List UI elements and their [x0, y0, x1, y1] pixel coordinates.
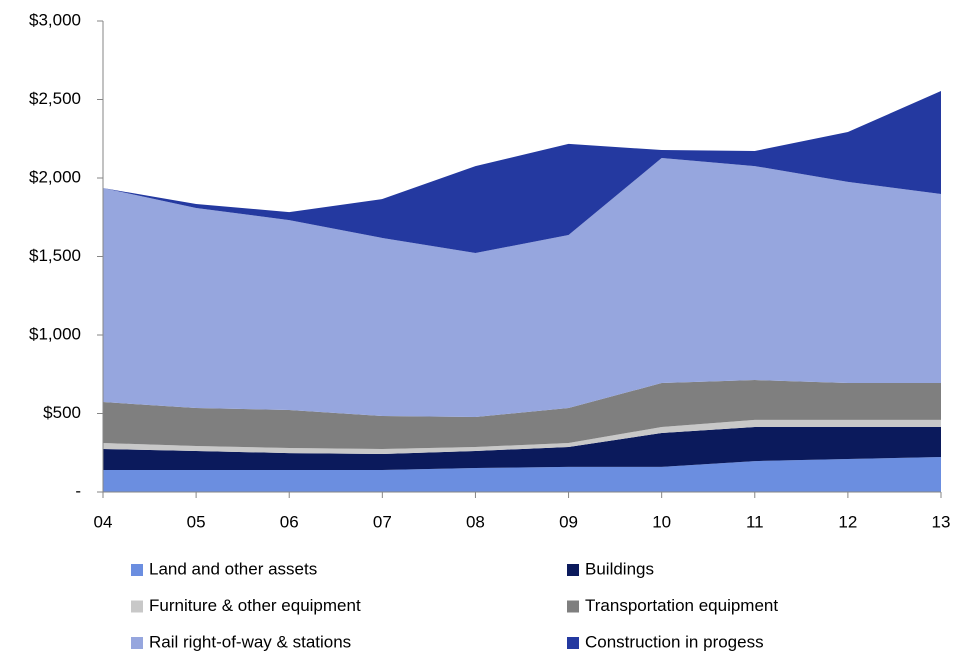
area	[103, 380, 941, 449]
legend-swatch	[131, 600, 143, 613]
y-tick-label: $1,000	[29, 324, 81, 343]
y-tick-label: $500	[43, 403, 81, 422]
x-tick-label: 13	[932, 512, 951, 531]
legend-swatch	[567, 637, 579, 649]
y-tick-label: $2,500	[29, 89, 81, 108]
legend-swatch	[567, 600, 579, 613]
legend-swatch	[131, 637, 143, 649]
area	[103, 456, 941, 492]
x-tick-label: 09	[559, 512, 578, 531]
x-tick-label: 05	[187, 512, 206, 531]
legend-label: Furniture & other equipment	[149, 596, 361, 615]
legend-label: Land and other assets	[149, 559, 317, 578]
x-tick-label: 11	[746, 512, 764, 531]
x-tick-label: 04	[94, 512, 113, 531]
x-tick-label: 07	[373, 512, 392, 531]
y-tick-label: $1,500	[29, 246, 81, 265]
area	[103, 427, 941, 471]
legend-label: Construction in progess	[585, 632, 764, 651]
y-tick-label: $3,000	[29, 10, 81, 29]
legend-swatch	[567, 564, 579, 576]
area	[103, 419, 941, 455]
legend-label: Buildings	[585, 559, 654, 578]
x-tick-label: 06	[280, 512, 299, 531]
x-tick-label: 12	[838, 512, 857, 531]
area	[103, 158, 941, 417]
y-tick-label: $2,000	[29, 167, 81, 186]
y-tick-label: -	[75, 481, 81, 500]
legend-label: Rail right-of-way & stations	[149, 632, 351, 651]
area	[103, 91, 941, 254]
x-tick-label: 08	[466, 512, 485, 531]
x-tick-label: 10	[652, 512, 671, 531]
legend-label: Transportation equipment	[585, 596, 778, 615]
legend-swatch	[131, 564, 143, 576]
